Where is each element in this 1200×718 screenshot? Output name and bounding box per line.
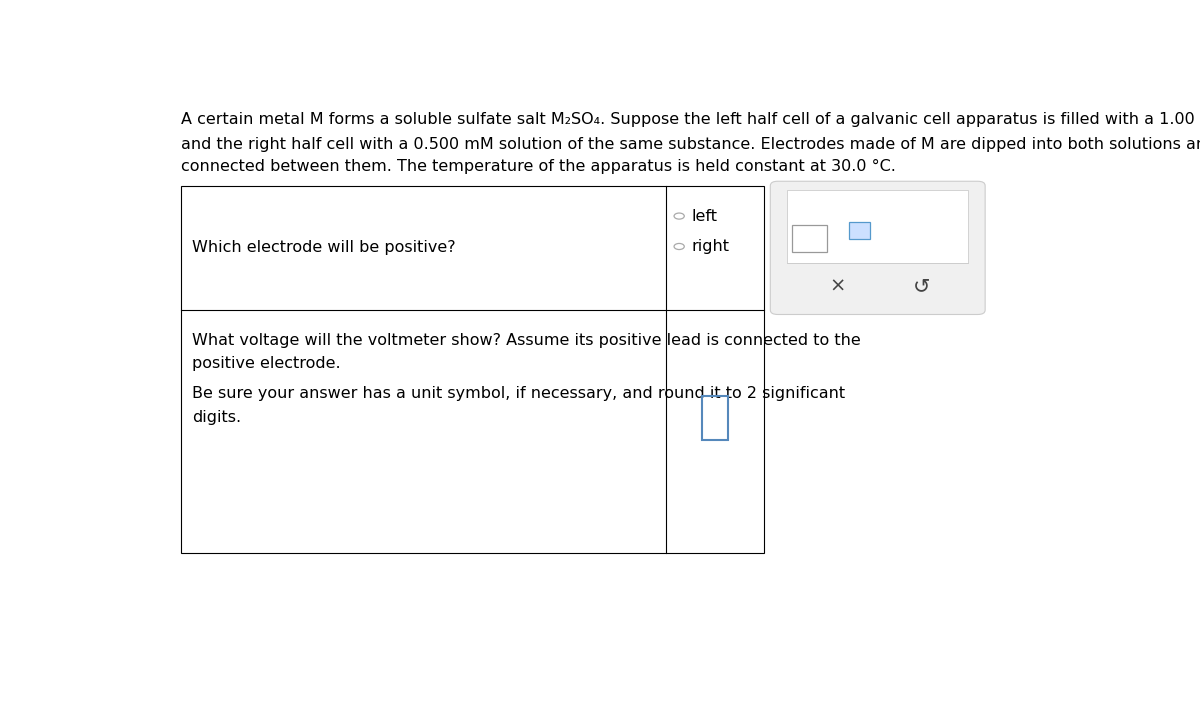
Bar <box>792 225 827 252</box>
Text: right: right <box>691 239 730 254</box>
Text: ↺: ↺ <box>913 276 930 297</box>
Text: left: left <box>691 209 718 223</box>
Text: A certain metal M forms a soluble sulfate salt M₂SO₄. Suppose the left half cell: A certain metal M forms a soluble sulfat… <box>181 112 1200 127</box>
Text: positive electrode.: positive electrode. <box>192 356 341 371</box>
Text: and the right half cell with a 0.500 mM solution of the same substance. Electrod: and the right half cell with a 0.500 mM … <box>181 136 1200 151</box>
Text: digits.: digits. <box>192 409 241 424</box>
Text: connected between them. The temperature of the apparatus is held constant at 30.: connected between them. The temperature … <box>181 159 895 174</box>
Bar <box>181 186 763 554</box>
Bar <box>787 190 968 263</box>
Text: Which electrode will be positive?: Which electrode will be positive? <box>192 241 456 256</box>
Text: x10: x10 <box>830 238 851 248</box>
FancyBboxPatch shape <box>770 181 985 314</box>
Text: What voltage will the voltmeter show? Assume its positive lead is connected to t: What voltage will the voltmeter show? As… <box>192 333 860 348</box>
Text: Be sure your answer has a unit symbol, if necessary, and round it to 2 significa: Be sure your answer has a unit symbol, i… <box>192 386 845 401</box>
Text: ×: × <box>829 277 846 296</box>
Bar <box>850 222 870 239</box>
